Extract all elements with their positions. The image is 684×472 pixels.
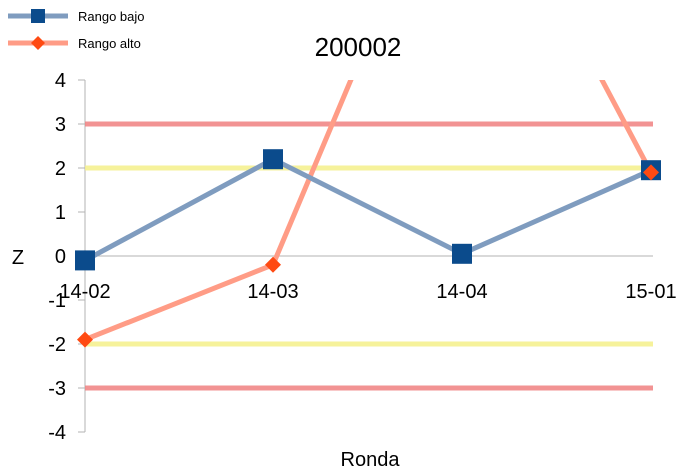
- y-tick-label: 2: [55, 158, 66, 180]
- data-point-rango-bajo: [452, 244, 472, 264]
- y-tick-label: 0: [55, 246, 66, 268]
- y-axis-label: Z: [12, 247, 24, 269]
- x-tick-label: 14-04: [436, 281, 487, 303]
- y-tick-label: -4: [48, 422, 66, 444]
- x-tick-label: 15-01: [625, 281, 676, 303]
- legend: Rango bajo Rango alto: [8, 9, 145, 51]
- y-tick-label: 4: [55, 70, 66, 92]
- data-point-rango-bajo: [75, 250, 95, 270]
- y-tick-label: 1: [55, 202, 66, 224]
- legend-item-rango-bajo: Rango bajo: [8, 9, 145, 24]
- x-tick-label: 14-03: [247, 281, 298, 303]
- y-tick-label: 3: [55, 114, 66, 136]
- data-point-rango-bajo: [263, 149, 283, 169]
- series-line-rango-bajo: [85, 159, 651, 260]
- x-axis-label: Ronda: [341, 449, 401, 471]
- x-tick-labels: 14-02 14-03 14-04 15-01: [59, 281, 676, 303]
- legend-label-rango-bajo: Rango bajo: [78, 9, 145, 24]
- legend-label-rango-alto: Rango alto: [78, 36, 141, 51]
- chart-title: 200002: [315, 32, 402, 62]
- data-point-rango-alto: [265, 257, 281, 273]
- x-tick-label: 14-02: [59, 281, 110, 303]
- y-tick-label: -3: [48, 378, 66, 400]
- y-tick-label: -2: [48, 334, 66, 356]
- series-markers: [75, 149, 661, 347]
- legend-marker-rango-alto: [31, 36, 45, 50]
- legend-item-rango-alto: Rango alto: [8, 36, 141, 51]
- legend-marker-rango-bajo: [31, 9, 45, 23]
